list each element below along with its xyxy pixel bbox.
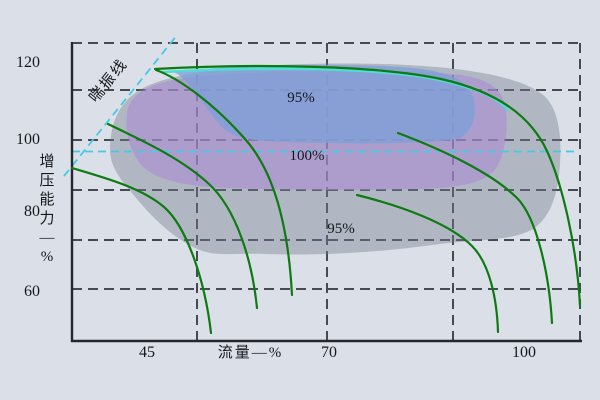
speed-line-6 [153, 64, 582, 308]
x-tick-70: 70 [321, 344, 337, 361]
speed-line-5 [396, 131, 554, 325]
surge-line [63, 33, 179, 177]
efficiency-label-purple-region: 100% [289, 148, 325, 164]
x-tick-100: 100 [512, 344, 536, 361]
efficiency-region-blue [171, 64, 475, 144]
speed-line-2 [106, 122, 259, 310]
speed-line-1 [70, 166, 213, 335]
speed-line-4 [355, 193, 500, 334]
y-tick-60: 60 [24, 283, 40, 300]
x-axis-title: 流量—% [217, 345, 284, 361]
y-axis-title-char: 压 [39, 173, 55, 189]
y-tick-80: 80 [24, 203, 40, 220]
y-axis-title-char: — [39, 230, 55, 246]
y-axis-title-char: 增 [39, 154, 55, 170]
efficiency-label-gray-region: 95% [327, 221, 355, 237]
y-axis-title-char: 力 [39, 211, 55, 227]
efficiency-label-blue-region: 95% [287, 90, 315, 106]
y-tick-100: 100 [16, 131, 40, 148]
speed-line-3 [154, 68, 294, 297]
y-tick-120: 120 [16, 54, 40, 71]
y-axis-title-char: % [40, 249, 54, 265]
y-axis-title: 增压能力 —% [37, 153, 57, 267]
y-axis-title-char: 能 [39, 192, 55, 208]
x-tick-45: 45 [139, 344, 155, 361]
